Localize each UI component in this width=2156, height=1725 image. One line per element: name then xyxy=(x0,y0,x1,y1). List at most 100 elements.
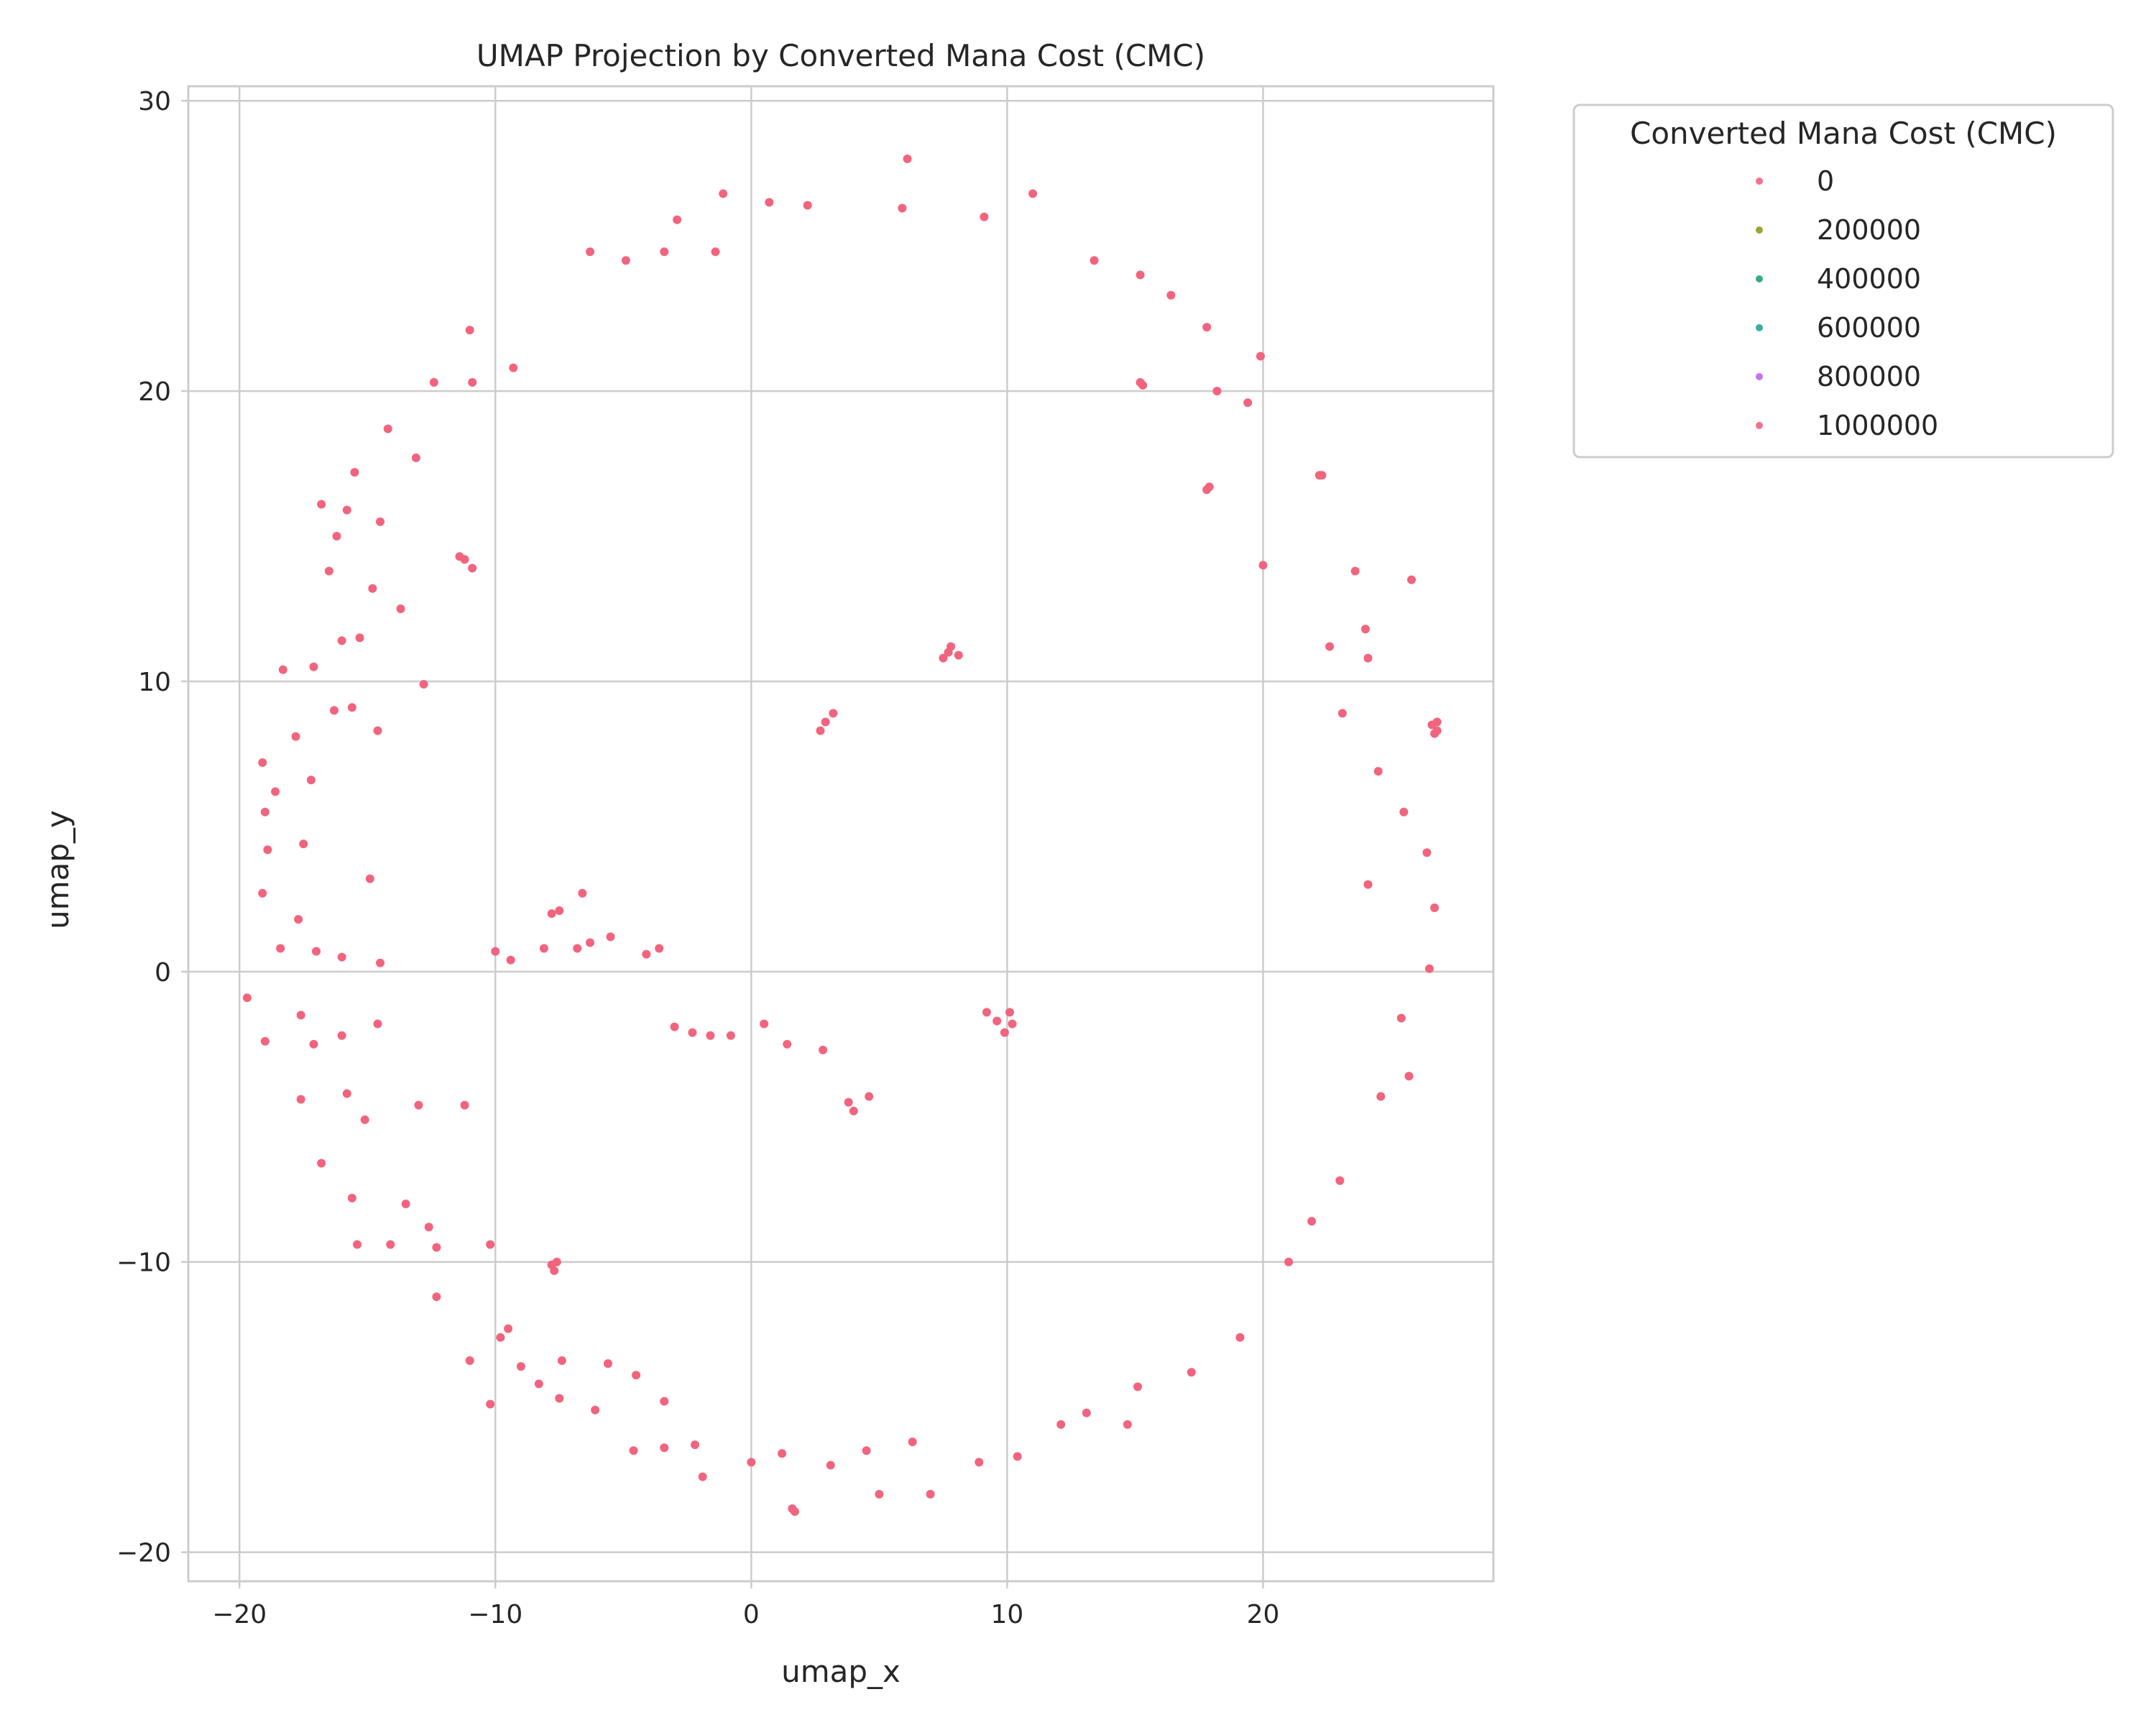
scatter-point xyxy=(1424,964,1434,973)
scatter-point xyxy=(1243,398,1253,408)
scatter-point xyxy=(819,1045,828,1054)
scatter-points xyxy=(242,154,1442,1517)
legend-marker xyxy=(1756,422,1763,429)
scatter-point xyxy=(1325,642,1335,651)
x-tick-label: 20 xyxy=(1247,1600,1280,1629)
scatter-point xyxy=(992,1016,1002,1026)
scatter-point xyxy=(299,840,308,849)
scatter-point xyxy=(783,1039,792,1049)
scatter-point xyxy=(1258,561,1268,570)
scatter-point xyxy=(673,215,682,224)
legend-entry-label: 200000 xyxy=(1817,214,1921,246)
y-axis-label: umap_y xyxy=(40,810,75,929)
scatter-point xyxy=(496,1333,505,1342)
scatter-point xyxy=(903,154,912,163)
scatter-point xyxy=(350,468,359,477)
y-tick-label: 30 xyxy=(138,87,171,116)
scatter-point xyxy=(432,1292,441,1302)
scatter-point xyxy=(1212,387,1222,396)
scatter-point xyxy=(1337,709,1347,718)
scatter-point xyxy=(975,1458,984,1467)
scatter-point xyxy=(603,1359,612,1368)
scatter-point xyxy=(1202,323,1212,332)
scatter-point xyxy=(337,636,346,645)
scatter-point xyxy=(1133,1382,1143,1392)
scatter-point xyxy=(747,1458,756,1467)
scatter-point xyxy=(342,1089,351,1098)
scatter-point xyxy=(1204,482,1214,492)
scatter-point xyxy=(309,662,318,671)
scatter-point xyxy=(1363,653,1373,663)
scatter-point xyxy=(242,993,252,1003)
scatter-point xyxy=(765,198,774,207)
legend-entry-label: 1000000 xyxy=(1817,410,1938,441)
scatter-point xyxy=(263,845,272,855)
scatter-point xyxy=(586,247,595,257)
scatter-point xyxy=(629,1446,638,1455)
scatter-point xyxy=(1028,189,1038,198)
scatter-point xyxy=(547,909,556,919)
scatter-point xyxy=(865,1092,874,1101)
scatter-point xyxy=(711,247,720,257)
scatter-point xyxy=(337,1031,346,1040)
scatter-point xyxy=(1123,1420,1132,1429)
legend-entry-label: 800000 xyxy=(1817,361,1921,392)
scatter-point xyxy=(1399,807,1409,816)
legend-box xyxy=(1572,104,2114,459)
scatter-point xyxy=(294,915,303,924)
scatter-point xyxy=(432,1243,441,1252)
scatter-point xyxy=(376,517,385,526)
scatter-point xyxy=(1422,848,1432,857)
scatter-point xyxy=(258,888,267,898)
scatter-point xyxy=(844,1098,853,1107)
scatter-point xyxy=(980,212,989,221)
scatter-point xyxy=(778,1449,787,1458)
scatter-point xyxy=(468,377,477,387)
scatter-point xyxy=(342,505,351,515)
scatter-point xyxy=(632,1371,641,1380)
scatter-point xyxy=(460,555,469,564)
scatter-point xyxy=(660,247,669,257)
scatter-point xyxy=(260,807,270,816)
scatter-point xyxy=(803,201,812,210)
scatter-point xyxy=(504,1324,513,1333)
scatter-point xyxy=(324,566,333,576)
scatter-point xyxy=(296,1095,305,1104)
scatter-point xyxy=(1089,256,1099,265)
scatter-point xyxy=(317,1159,326,1168)
scatter-point xyxy=(373,1019,382,1029)
legend-marker xyxy=(1756,373,1763,380)
chart-title: UMAP Projection by Converted Mana Cost (… xyxy=(476,38,1205,73)
scatter-point xyxy=(849,1106,858,1116)
scatter-point xyxy=(278,665,287,674)
scatter-point xyxy=(621,256,630,265)
scatter-point xyxy=(465,326,474,335)
scatter-point xyxy=(1430,729,1439,738)
scatter-point xyxy=(1360,625,1370,634)
scatter-point xyxy=(534,1379,543,1389)
legend-entries: 0 200000 400000 600000 800000 1000000 xyxy=(1756,165,1938,441)
scatter-point xyxy=(586,938,595,947)
y-tick-label: 20 xyxy=(138,377,171,407)
scatter-point xyxy=(337,952,346,962)
scatter-point xyxy=(419,680,428,689)
scatter-point xyxy=(429,377,438,387)
legend-marker xyxy=(1756,275,1763,282)
scatter-point xyxy=(347,1193,356,1202)
scatter-point xyxy=(946,642,956,651)
legend-marker xyxy=(1756,178,1763,185)
y-tick-label: −10 xyxy=(116,1248,171,1278)
scatter-point xyxy=(1138,381,1148,390)
y-tick-label: 0 xyxy=(155,958,171,988)
scatter-point xyxy=(539,944,548,953)
scatter-point xyxy=(396,604,405,613)
scatter-point xyxy=(1000,1028,1009,1037)
scatter-point xyxy=(573,944,582,953)
scatter-point xyxy=(1082,1408,1091,1417)
scatter-point xyxy=(1350,566,1360,576)
scatter-point xyxy=(875,1489,884,1499)
scatter-point xyxy=(332,532,341,541)
scatter-point xyxy=(642,949,651,959)
scatter-point xyxy=(591,1405,600,1414)
scatter-point xyxy=(468,564,477,573)
